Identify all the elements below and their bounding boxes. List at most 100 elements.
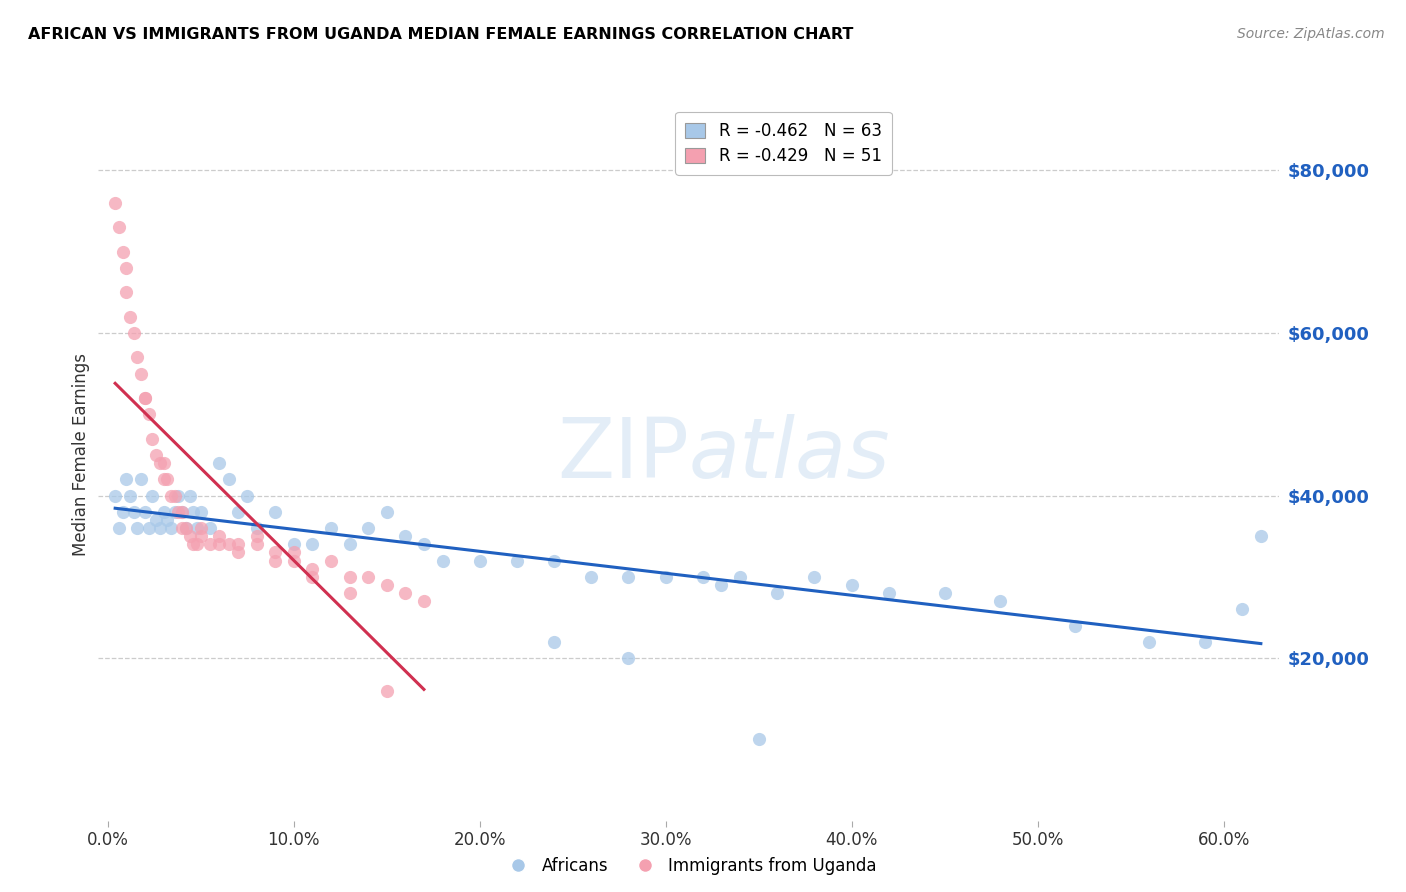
Point bbox=[118, 310, 141, 324]
Point bbox=[283, 545, 305, 559]
Point bbox=[432, 553, 454, 567]
Point bbox=[990, 594, 1012, 608]
Point bbox=[122, 326, 145, 340]
Point bbox=[141, 432, 163, 446]
Point bbox=[506, 553, 529, 567]
Point bbox=[617, 570, 640, 584]
Point bbox=[111, 244, 134, 259]
Point bbox=[264, 553, 287, 567]
Point bbox=[412, 594, 434, 608]
Point bbox=[163, 505, 186, 519]
Point bbox=[841, 578, 863, 592]
Point bbox=[339, 537, 361, 551]
Point bbox=[127, 351, 149, 365]
Point bbox=[198, 521, 221, 535]
Point bbox=[134, 391, 156, 405]
Point bbox=[375, 505, 398, 519]
Point bbox=[179, 489, 201, 503]
Point bbox=[226, 505, 249, 519]
Point bbox=[145, 513, 167, 527]
Point bbox=[803, 570, 825, 584]
Point bbox=[283, 553, 305, 567]
Point bbox=[181, 505, 204, 519]
Point bbox=[710, 578, 733, 592]
Point bbox=[186, 537, 208, 551]
Point bbox=[319, 553, 342, 567]
Point bbox=[226, 545, 249, 559]
Point bbox=[748, 732, 770, 747]
Point bbox=[108, 521, 131, 535]
Point bbox=[160, 489, 183, 503]
Text: AFRICAN VS IMMIGRANTS FROM UGANDA MEDIAN FEMALE EARNINGS CORRELATION CHART: AFRICAN VS IMMIGRANTS FROM UGANDA MEDIAN… bbox=[28, 27, 853, 42]
Point bbox=[264, 505, 287, 519]
Point bbox=[160, 521, 183, 535]
Point bbox=[245, 521, 267, 535]
Point bbox=[115, 285, 138, 300]
Point bbox=[468, 553, 491, 567]
Point bbox=[134, 505, 156, 519]
Point bbox=[301, 537, 323, 551]
Point bbox=[149, 456, 172, 470]
Point bbox=[172, 521, 194, 535]
Point bbox=[934, 586, 956, 600]
Point bbox=[108, 220, 131, 235]
Y-axis label: Median Female Earnings: Median Female Earnings bbox=[72, 353, 90, 557]
Point bbox=[129, 367, 152, 381]
Point bbox=[172, 505, 194, 519]
Point bbox=[301, 562, 323, 576]
Point bbox=[138, 407, 160, 421]
Point bbox=[115, 260, 138, 275]
Point bbox=[357, 521, 380, 535]
Point bbox=[181, 537, 204, 551]
Text: ZIP: ZIP bbox=[557, 415, 689, 495]
Point bbox=[245, 529, 267, 543]
Point bbox=[1194, 635, 1216, 649]
Point bbox=[339, 570, 361, 584]
Point bbox=[394, 586, 416, 600]
Point bbox=[208, 456, 231, 470]
Point bbox=[104, 489, 127, 503]
Point bbox=[156, 513, 179, 527]
Point bbox=[174, 521, 197, 535]
Point bbox=[186, 521, 208, 535]
Point bbox=[167, 489, 190, 503]
Point bbox=[339, 586, 361, 600]
Point bbox=[218, 472, 240, 486]
Point bbox=[766, 586, 789, 600]
Point bbox=[190, 521, 212, 535]
Point bbox=[543, 553, 565, 567]
Point bbox=[190, 529, 212, 543]
Point bbox=[375, 683, 398, 698]
Point bbox=[152, 505, 174, 519]
Point bbox=[581, 570, 603, 584]
Point bbox=[156, 472, 179, 486]
Point bbox=[394, 529, 416, 543]
Point bbox=[357, 570, 380, 584]
Point bbox=[692, 570, 714, 584]
Point bbox=[654, 570, 676, 584]
Point bbox=[1063, 618, 1085, 632]
Point bbox=[236, 489, 259, 503]
Point bbox=[145, 448, 167, 462]
Point bbox=[129, 472, 152, 486]
Legend: Africans, Immigrants from Uganda: Africans, Immigrants from Uganda bbox=[495, 850, 883, 882]
Point bbox=[122, 505, 145, 519]
Point bbox=[127, 521, 149, 535]
Point bbox=[301, 570, 323, 584]
Point bbox=[104, 196, 127, 211]
Point bbox=[115, 472, 138, 486]
Point bbox=[543, 635, 565, 649]
Point bbox=[264, 545, 287, 559]
Point bbox=[190, 505, 212, 519]
Point bbox=[1137, 635, 1160, 649]
Point bbox=[174, 521, 197, 535]
Point bbox=[1232, 602, 1254, 616]
Point bbox=[412, 537, 434, 551]
Point bbox=[208, 529, 231, 543]
Point bbox=[208, 537, 231, 551]
Point bbox=[167, 505, 190, 519]
Point bbox=[728, 570, 751, 584]
Point bbox=[375, 578, 398, 592]
Point bbox=[198, 537, 221, 551]
Point bbox=[179, 529, 201, 543]
